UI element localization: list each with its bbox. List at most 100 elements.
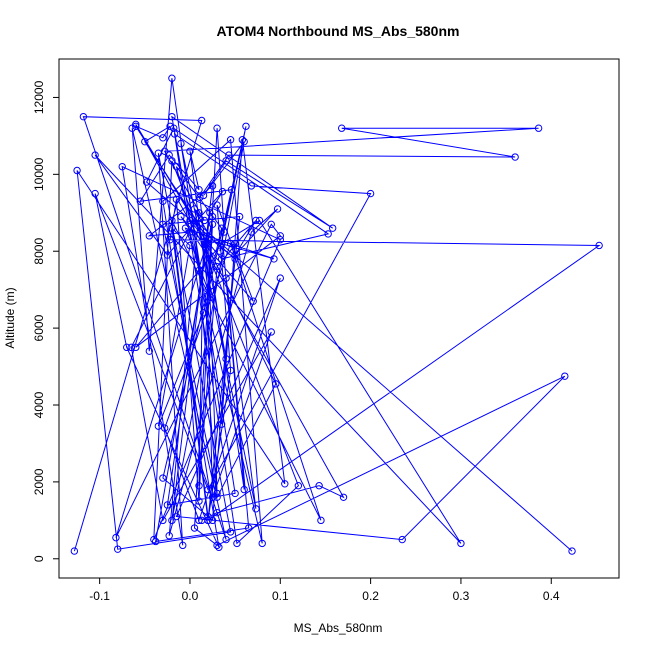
data-point	[226, 366, 235, 375]
data-point	[91, 189, 99, 198]
data-point	[208, 182, 217, 190]
data-point	[226, 528, 235, 536]
data-point	[213, 201, 221, 209]
data-point	[398, 535, 406, 544]
data-point	[231, 489, 239, 498]
data-point	[142, 178, 151, 186]
data-point	[204, 485, 212, 494]
data-point	[132, 120, 140, 129]
y-tick-label: 0	[32, 555, 46, 562]
x-tick-label: 0.3	[453, 589, 470, 603]
y-axis-label: Altitude (m)	[3, 287, 17, 348]
data-point	[534, 124, 543, 132]
data-point	[217, 255, 226, 263]
data-point	[328, 224, 337, 232]
data-point	[181, 224, 190, 232]
data-point	[213, 124, 221, 132]
data-point	[276, 235, 284, 244]
data-point	[225, 151, 233, 159]
data-point	[186, 216, 194, 225]
data-point	[186, 228, 194, 236]
data-point	[145, 347, 154, 355]
data-point	[218, 187, 227, 196]
y-tick-label: 10000	[32, 157, 46, 191]
data-point	[195, 516, 203, 525]
data-point	[242, 122, 250, 130]
data-point	[159, 197, 167, 205]
data-point	[217, 239, 226, 248]
y-tick-label: 12000	[32, 80, 46, 114]
data-point	[132, 343, 140, 352]
series-line	[73, 78, 601, 552]
data-point	[220, 228, 228, 236]
data-point	[166, 122, 174, 130]
data-point	[196, 193, 204, 202]
data-point	[172, 512, 181, 521]
data-point	[204, 235, 212, 244]
data-point	[366, 189, 375, 198]
data-point	[177, 139, 185, 148]
chart-title: ATOM4 Northbound MS_Abs_580nm	[217, 23, 460, 39]
data-point	[165, 151, 173, 159]
data-point	[255, 216, 264, 225]
data-point	[568, 547, 576, 555]
data-point	[114, 545, 122, 553]
data-point	[235, 212, 244, 221]
data-point	[195, 482, 203, 490]
data-point	[272, 380, 280, 388]
data-point	[270, 255, 278, 263]
data-point	[199, 309, 208, 317]
y-tick-label: 4000	[32, 391, 46, 418]
data-point	[258, 539, 266, 548]
data-point	[207, 235, 216, 244]
data-point	[145, 232, 154, 240]
data-point	[190, 524, 199, 532]
data-point	[244, 524, 253, 532]
data-point	[222, 535, 230, 544]
data-point	[273, 205, 282, 213]
data-point	[200, 216, 209, 225]
data-point	[190, 205, 199, 213]
data-point	[168, 216, 176, 225]
data-point	[217, 420, 226, 428]
data-point	[339, 493, 348, 501]
data-point	[281, 480, 289, 488]
x-tick-label: 0.2	[362, 589, 379, 603]
y-tick-label: 6000	[32, 314, 46, 341]
data-point	[91, 151, 99, 159]
data-point	[195, 220, 203, 229]
data-point	[208, 516, 217, 525]
data-point	[207, 293, 215, 302]
data-point	[247, 182, 256, 190]
data-point	[222, 274, 230, 282]
y-tick-label: 2000	[32, 468, 46, 495]
data-point	[159, 134, 167, 142]
x-tick-label: 0.0	[182, 589, 199, 603]
data-point	[195, 497, 203, 505]
data-point	[165, 532, 173, 540]
data-point	[70, 547, 79, 555]
data-point	[172, 195, 181, 204]
data-point	[168, 74, 176, 82]
data-point	[170, 124, 178, 132]
data-point	[213, 262, 221, 271]
data-point	[163, 501, 172, 509]
data-point	[168, 224, 176, 232]
data-point	[177, 212, 185, 221]
data-point	[252, 505, 260, 513]
data-point	[163, 251, 172, 259]
data-point	[136, 197, 144, 205]
data-point	[170, 130, 179, 138]
x-axis: -0.1 0.0 0.1 0.2 0.3 0.4	[89, 577, 560, 603]
data-point	[127, 343, 135, 352]
data-point	[141, 137, 149, 146]
data-point	[195, 186, 203, 194]
data-point	[206, 255, 214, 263]
data-point	[240, 137, 248, 146]
data-point	[195, 209, 203, 217]
data-point	[204, 516, 212, 525]
data-point	[206, 209, 214, 217]
data-point	[204, 512, 212, 521]
